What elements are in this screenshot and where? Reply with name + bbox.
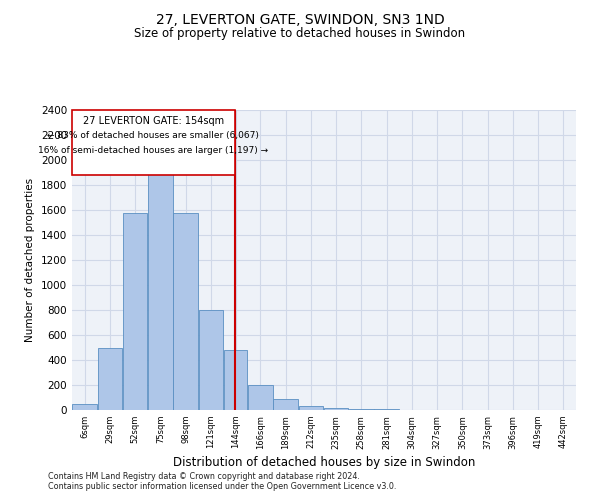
Bar: [98, 348, 122, 410]
Bar: [199, 310, 223, 410]
Text: Contains HM Land Registry data © Crown copyright and database right 2024.: Contains HM Land Registry data © Crown c…: [48, 472, 360, 481]
X-axis label: Distribution of detached houses by size in Swindon: Distribution of detached houses by size …: [173, 456, 475, 469]
Text: 16% of semi-detached houses are larger (1,197) →: 16% of semi-detached houses are larger (…: [38, 146, 268, 154]
Bar: [299, 406, 323, 410]
Text: Contains public sector information licensed under the Open Government Licence v3: Contains public sector information licen…: [48, 482, 397, 491]
Y-axis label: Number of detached properties: Number of detached properties: [25, 178, 35, 342]
Bar: [224, 350, 247, 410]
Text: Size of property relative to detached houses in Swindon: Size of property relative to detached ho…: [134, 28, 466, 40]
Text: 27 LEVERTON GATE: 154sqm: 27 LEVERTON GATE: 154sqm: [83, 116, 224, 126]
Text: ← 83% of detached houses are smaller (6,067): ← 83% of detached houses are smaller (6,…: [47, 130, 259, 140]
Bar: [324, 408, 348, 410]
Bar: [73, 404, 97, 410]
Bar: [248, 385, 272, 410]
Bar: [173, 212, 198, 410]
Bar: [123, 212, 148, 410]
Bar: [72, 110, 235, 175]
Bar: [148, 166, 173, 410]
Text: 27, LEVERTON GATE, SWINDON, SN3 1ND: 27, LEVERTON GATE, SWINDON, SN3 1ND: [155, 12, 445, 26]
Bar: [274, 400, 298, 410]
